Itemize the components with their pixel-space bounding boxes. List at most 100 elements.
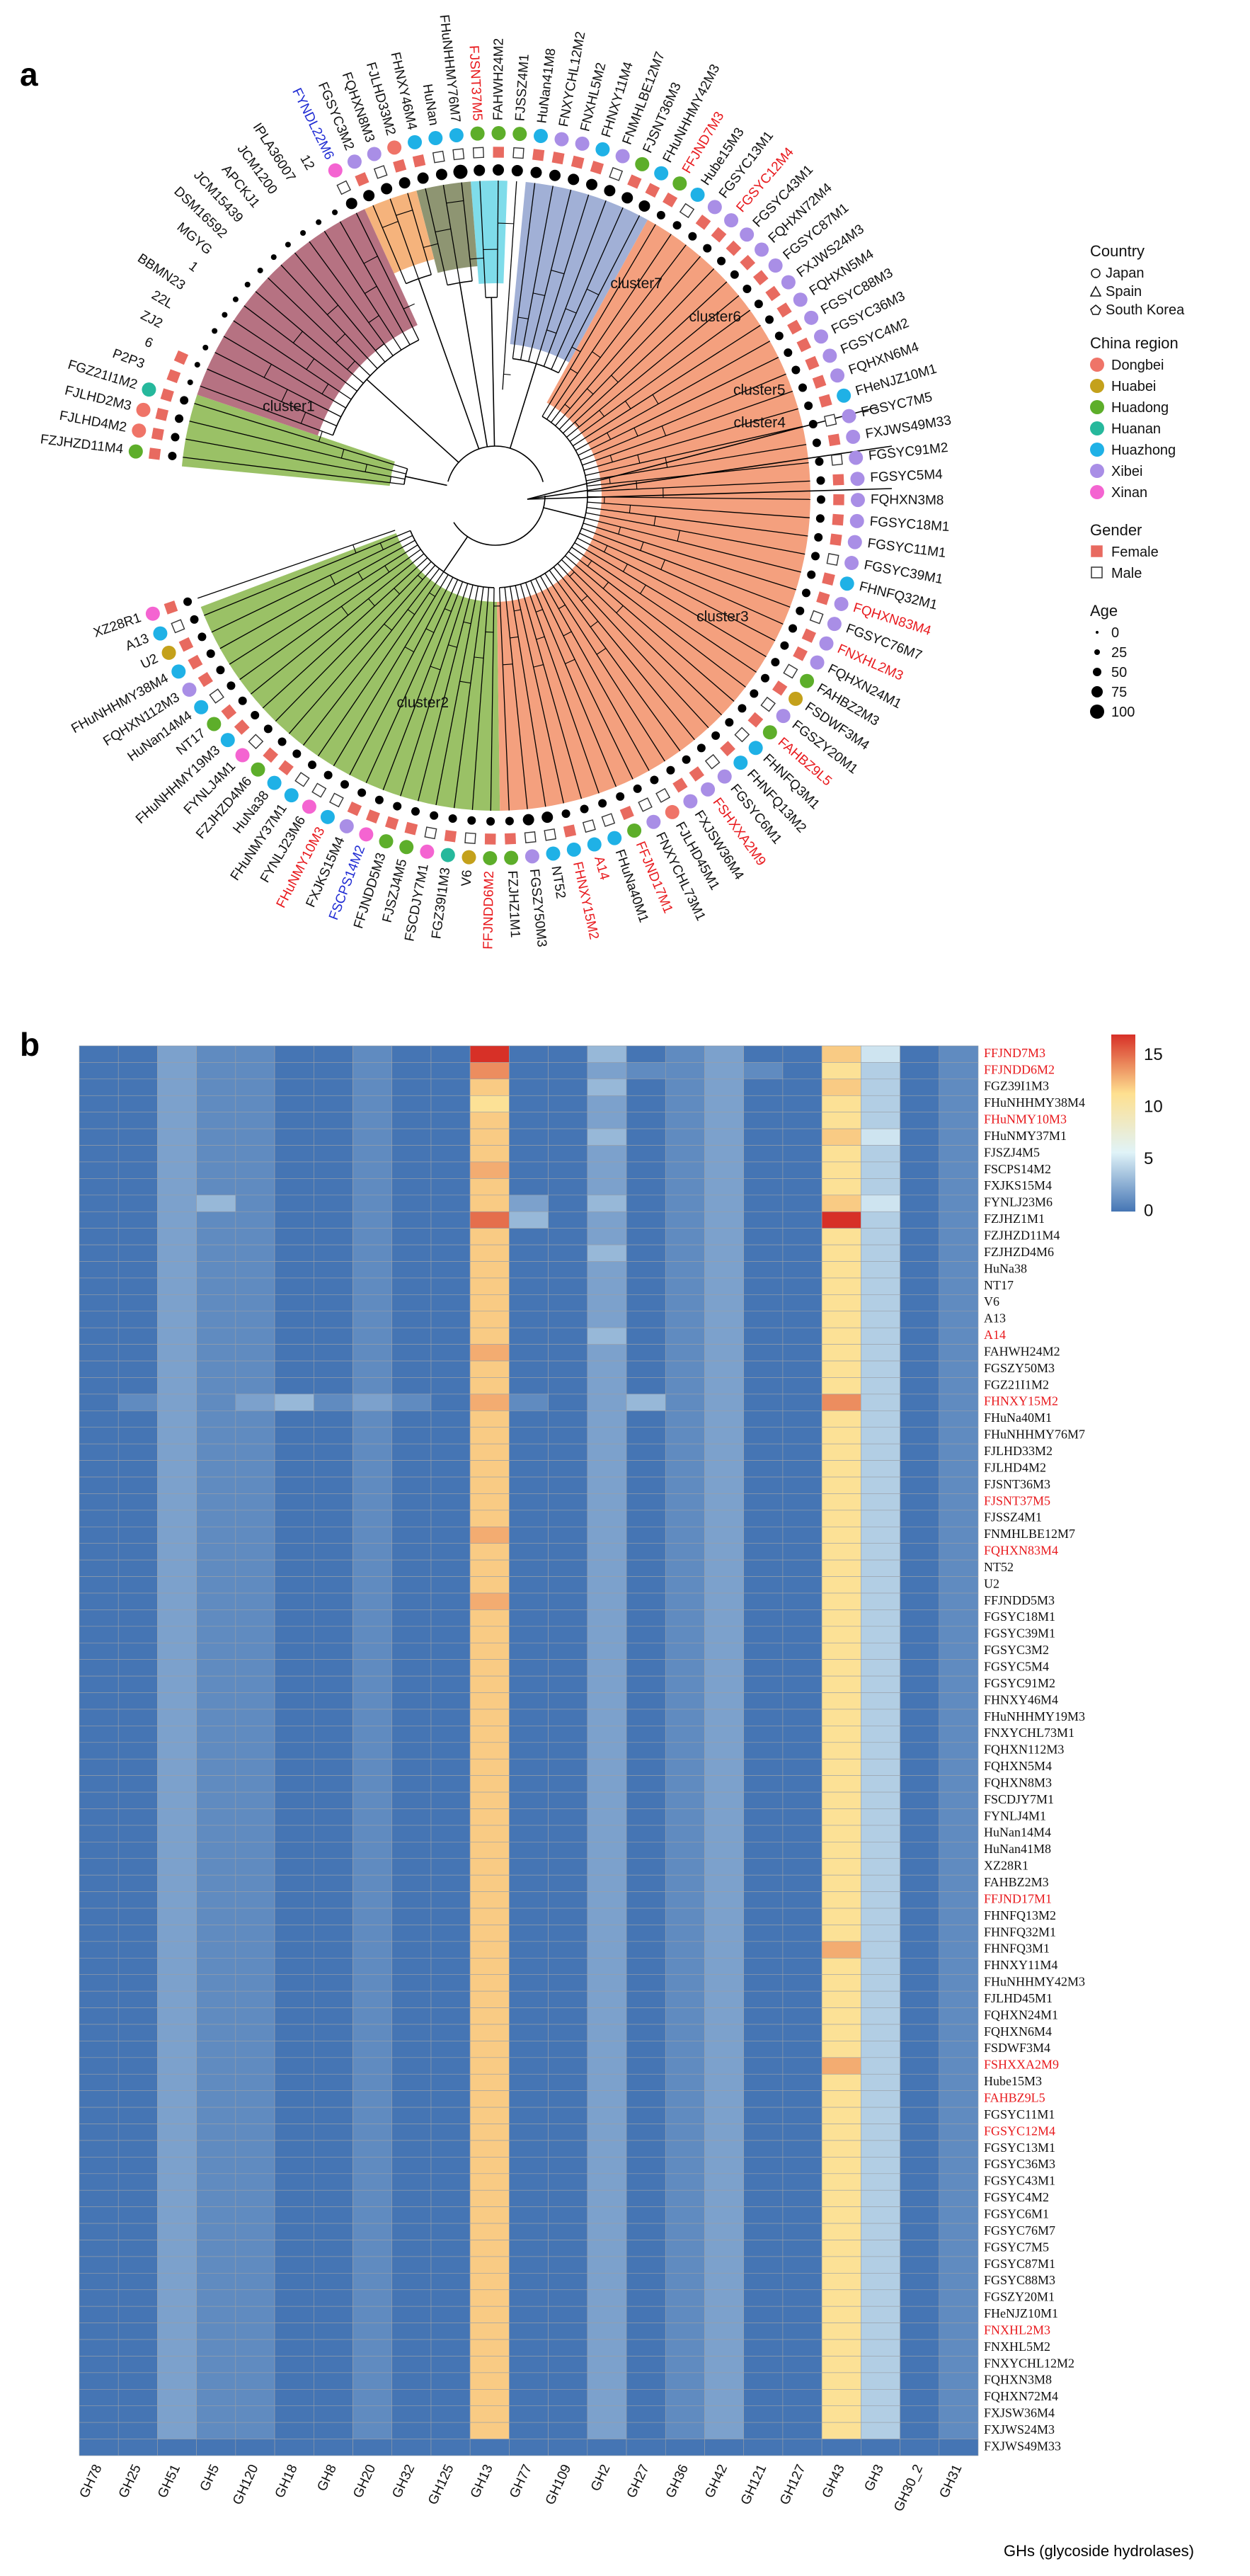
heatmap-cell [352,1858,393,1876]
heatmap-cell [704,1775,744,1793]
heatmap-cell [626,1925,666,1942]
heatmap-cell [704,1908,744,1925]
heatmap-row-label: FGSZY50M3 [984,1361,1055,1375]
age-dot [796,606,805,615]
tree-internal-node [384,623,392,631]
heatmap-cell [314,2189,353,2207]
region-dot [302,799,316,814]
age-dot [300,229,306,236]
tree-clade-stem [491,297,495,447]
heatmap-cell [626,2389,666,2407]
heatmap-cell [79,1377,119,1395]
heatmap-cell [665,1692,705,1710]
heatmap-cell [314,2389,353,2407]
tree-leaf-branch [581,528,791,608]
heatmap-cell [861,2057,900,2075]
tree-internal-node [599,410,605,417]
heatmap-cell [314,1045,353,1063]
heatmap-cell [939,1228,979,1246]
heatmap-cell [821,2422,861,2439]
cluster-label: cluster5 [733,382,786,398]
heatmap-cell [782,1161,822,1179]
heatmap-cell [196,1277,236,1295]
heatmap-cell [314,1659,353,1677]
heatmap-row-label: FAHBZ9L5 [984,2091,1045,2105]
heatmap-cell [314,1858,353,1876]
heatmap-cell [274,1990,314,2008]
heatmap-cell [235,2439,275,2456]
tree-leaf: FQHXN3M8 [816,492,944,508]
heatmap-cell [196,1891,236,1909]
heatmap-cell [430,1543,471,1561]
heatmap-cell [235,1990,275,2008]
heatmap-cell [235,1294,275,1312]
heatmap-cell [665,1062,705,1080]
heatmap-cell [821,1410,861,1428]
region-dot [733,756,748,770]
heatmap-cell [861,1559,900,1577]
heatmap-cell [352,2173,393,2191]
heatmap-cell [117,1858,158,1876]
tree-leaf-branch [407,193,432,275]
heatmap-cell [939,2289,979,2307]
heatmap-row-label: FSHXXA2M9 [984,2058,1059,2072]
heatmap-cell [352,1576,393,1594]
heatmap-cell [274,1808,314,1826]
heatmap-cell [314,2422,353,2439]
heatmap-cell [79,2124,119,2141]
tree-internal-node [609,455,613,462]
tree-leaf-branch [382,581,464,790]
heatmap-cell [743,2405,784,2423]
heatmap-cell [117,1576,158,1594]
heatmap-cell [469,1493,510,1511]
heatmap-cell [900,2240,940,2257]
heatmap-cell [782,1526,822,1544]
heatmap-row-label: FAHWH24M2 [984,1344,1060,1358]
heatmap-cell [821,1543,861,1561]
heatmap-cell [352,2057,393,2075]
heatmap-cell [704,1244,744,1262]
heatmap-cell [391,1592,432,1610]
heatmap-cell [117,2273,158,2291]
heatmap-cell [861,2405,900,2423]
heatmap-cell [469,1394,510,1411]
heatmap-cell [626,1443,666,1461]
heatmap-cell [314,2206,353,2224]
heatmap-cell [157,1858,197,1876]
heatmap-cell [235,1211,275,1229]
age-dot [791,365,801,375]
heatmap-cell [314,1990,353,2008]
tree-wedge-cluster4 [471,180,508,284]
heatmap-cell [821,2389,861,2407]
heatmap-cell [79,1161,119,1179]
tree-internal-node [365,285,377,294]
heatmap-cell [352,1311,393,1328]
heatmap-cell [743,1891,784,1909]
heatmap-cell [743,1410,784,1428]
legend-gender-label: Female [1111,545,1159,560]
heatmap-cell [352,1874,393,1892]
heatmap-cell [117,1908,158,1925]
tree-leaf-branch [280,264,378,370]
heatmap-cell [314,1874,353,1892]
age-dot [168,451,177,460]
tree-leaf-branch [204,530,411,616]
female-square [484,833,496,845]
heatmap-cell [743,1427,784,1444]
region-dot [267,775,282,790]
heatmap-cell [782,2090,822,2108]
heatmap-column-label: GH51 [155,2462,183,2500]
heatmap-cell [900,1609,940,1627]
heatmap-cell [587,2223,627,2240]
tree-leaf-branch [200,385,333,436]
heatmap-cell [469,1891,510,1909]
heatmap-cell [196,2024,236,2041]
heatmap-cell [352,1726,393,1743]
tree-internal-node [384,565,390,573]
heatmap-cell [939,2024,979,2041]
heatmap-cell [196,2372,236,2390]
heatmap-cell [352,1709,393,1726]
tree-leaf-branch [525,582,600,794]
tree-leaf-branch [546,234,672,420]
heatmap-cell [196,2223,236,2240]
